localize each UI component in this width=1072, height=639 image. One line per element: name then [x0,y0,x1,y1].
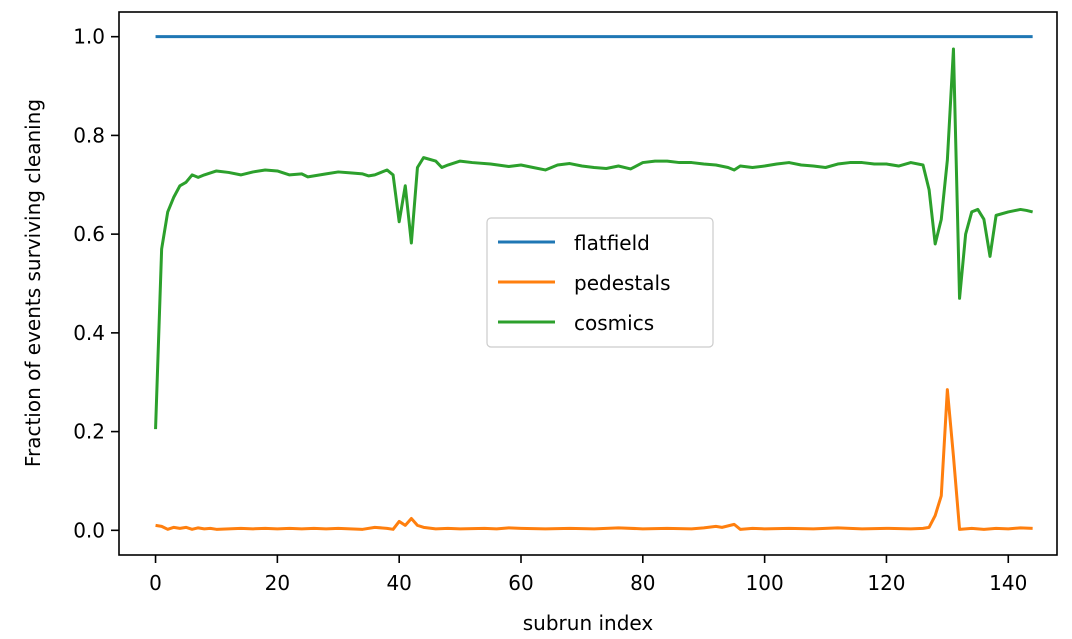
legend-label-cosmics: cosmics [574,311,654,335]
y-tick-label: 0.4 [73,321,105,345]
x-tick-label: 60 [508,571,533,595]
y-tick-label: 0.6 [73,222,105,246]
series-layer [154,35,1033,531]
x-tick-label: 40 [386,571,411,595]
legend-label-pedestals: pedestals [574,271,671,295]
legend-label-flatfield: flatfield [574,231,650,255]
x-tick-label: 100 [746,571,784,595]
x-tick-label: 80 [630,571,655,595]
y-tick-label: 0.0 [73,518,105,542]
x-tick-label: 140 [989,571,1027,595]
x-tick-label: 20 [265,571,290,595]
series-line-pedestals [155,388,1033,531]
plot-frame [118,11,1058,556]
x-tick-label: 120 [867,571,905,595]
x-axis-title: subrun index [523,611,654,635]
y-axis-title: Fraction of events surviving cleaning [21,99,45,467]
legend-box [486,217,714,348]
y-tick-label: 0.8 [73,123,105,147]
legend: flatfield pedestals cosmics [486,217,714,348]
x-tick-label: 0 [149,571,162,595]
series-line-cosmics [154,47,1033,430]
y-tick-label: 1.0 [73,25,105,49]
tick-layer: 0 20 40 60 80 100 120 140 0.0 0.2 0.4 0.6 0.8 1.0 [73,25,1027,595]
y-tick-label: 0.2 [73,420,105,444]
